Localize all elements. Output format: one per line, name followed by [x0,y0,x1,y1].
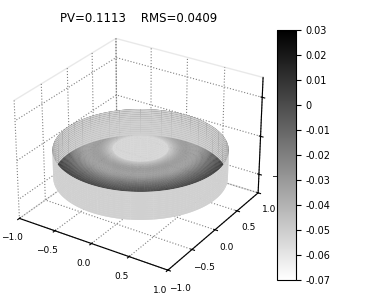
Text: PV=0.1113    RMS=0.0409: PV=0.1113 RMS=0.0409 [60,12,217,25]
